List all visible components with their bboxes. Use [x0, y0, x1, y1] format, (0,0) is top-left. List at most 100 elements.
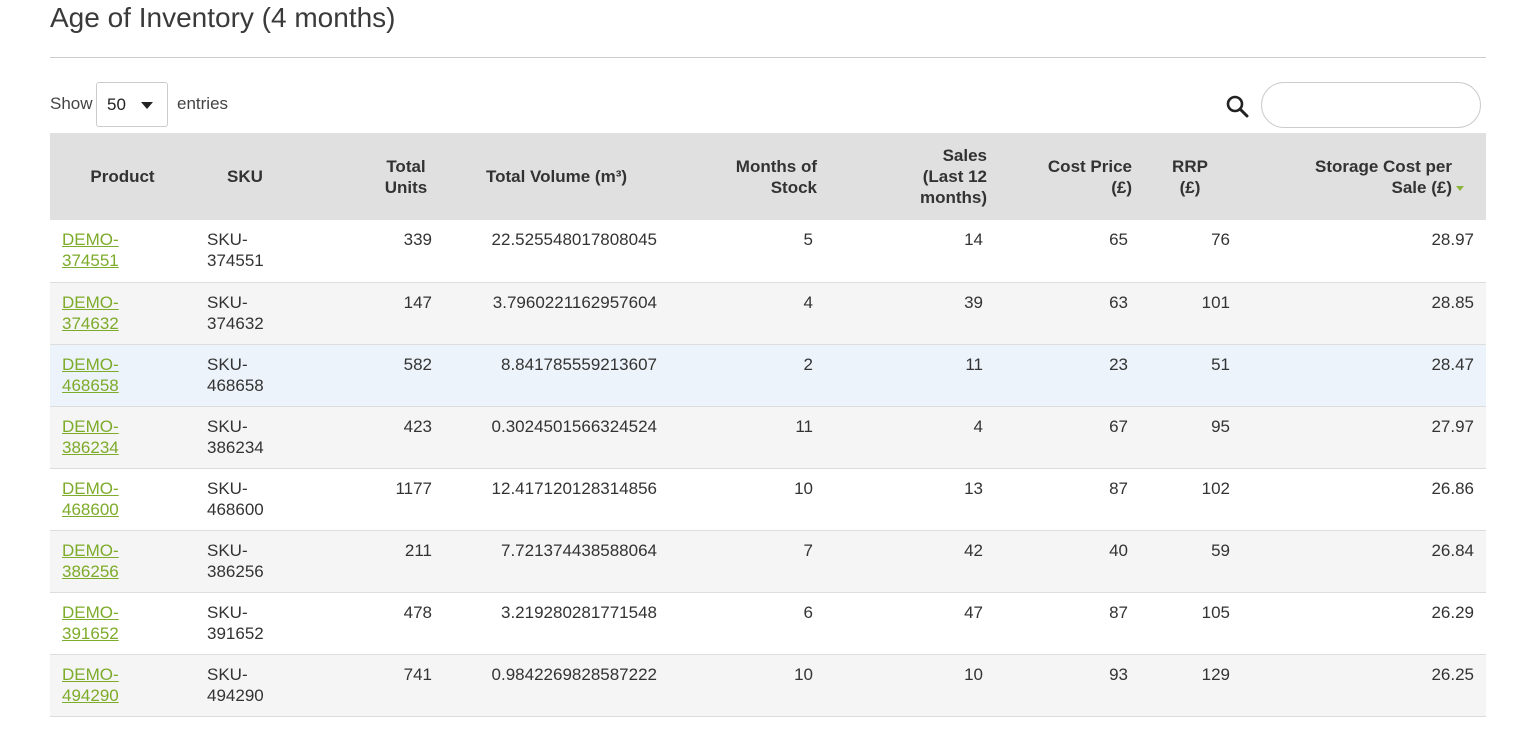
sku-text: SKU- 468658	[207, 354, 264, 395]
product-link[interactable]: DEMO- 494290	[62, 664, 119, 705]
sku-text: SKU- 386234	[207, 416, 264, 457]
sku-text: SKU- 468600	[207, 478, 264, 519]
cell-sales: 47	[825, 592, 995, 655]
cell-rrp: 76	[1140, 220, 1242, 283]
cell-total-units: 478	[295, 592, 444, 655]
cell-sales: 4	[825, 406, 995, 469]
cell-storage-cost: 27.97	[1242, 406, 1486, 469]
chevron-down-icon	[141, 102, 153, 109]
table-row: DEMO- 391652 SKU- 391652 478 3.21928028177154…	[50, 592, 1486, 655]
sku-text: SKU- 391652	[207, 602, 264, 643]
sku-text: SKU- 386256	[207, 540, 264, 581]
cell-storage-cost: 28.85	[1242, 282, 1486, 345]
cell-rrp: 129	[1140, 654, 1242, 717]
cell-total-volume: 7.721374438588064	[444, 530, 669, 593]
cell-cost-price: 87	[995, 592, 1140, 655]
cell-product: DEMO- 374632	[50, 282, 195, 345]
cell-sales: 11	[825, 344, 995, 407]
product-link[interactable]: DEMO- 468658	[62, 354, 119, 395]
product-link[interactable]: DEMO- 374632	[62, 292, 119, 333]
table-row: DEMO- 468600 SKU- 468600 1177 12.417120128314…	[50, 468, 1486, 531]
page-length-select[interactable]: 50	[96, 82, 168, 127]
cell-sku: SKU- 386234	[195, 406, 295, 469]
cell-sales: 39	[825, 282, 995, 345]
cell-total-units: 211	[295, 530, 444, 593]
cell-total-volume: 0.3024501566324524	[444, 406, 669, 469]
table-row: DEMO- 386234 SKU- 386234 423 0.30245015663245…	[50, 406, 1486, 469]
column-header-months-of-stock[interactable]: Months of Stock	[669, 133, 825, 220]
cell-rrp: 59	[1140, 530, 1242, 593]
cell-rrp: 51	[1140, 344, 1242, 407]
table-row: DEMO- 374551 SKU- 374551 339 22.5255480178080…	[50, 220, 1486, 283]
column-header-total-units[interactable]: Total Units	[295, 133, 444, 220]
cell-total-units: 741	[295, 654, 444, 717]
cell-product: DEMO- 494290	[50, 654, 195, 717]
column-header-sku[interactable]: SKU	[195, 133, 295, 220]
column-header-total-volume[interactable]: Total Volume (m³)	[444, 133, 669, 220]
cell-sales: 10	[825, 654, 995, 717]
cell-total-volume: 3.7960221162957604	[444, 282, 669, 345]
cell-cost-price: 23	[995, 344, 1140, 407]
cell-cost-price: 63	[995, 282, 1140, 345]
table-body: DEMO- 374551 SKU- 374551 339 22.5255480178080…	[50, 220, 1486, 717]
search-input[interactable]	[1261, 82, 1481, 128]
table-row: DEMO- 374632 SKU- 374632 147 3.79602211629576…	[50, 282, 1486, 345]
entries-label: entries	[177, 94, 229, 113]
product-link[interactable]: DEMO- 386256	[62, 540, 119, 581]
sku-text: SKU- 374632	[207, 292, 264, 333]
cell-total-volume: 22.525548017808045	[444, 220, 669, 283]
cell-total-volume: 12.417120128314856	[444, 468, 669, 531]
cell-rrp: 105	[1140, 592, 1242, 655]
table-row: DEMO- 494290 SKU- 494290 741 0.98422698285872…	[50, 654, 1486, 717]
cell-cost-price: 65	[995, 220, 1140, 283]
cell-cost-price: 87	[995, 468, 1140, 531]
column-header-rrp[interactable]: RRP (£)	[1140, 133, 1242, 220]
product-link[interactable]: DEMO- 391652	[62, 602, 119, 643]
cell-total-units: 582	[295, 344, 444, 407]
table-controls: Show 50 entries	[50, 82, 1486, 130]
cell-months-of-stock: 6	[669, 592, 825, 655]
sort-descending-icon	[1456, 185, 1464, 191]
table-row: DEMO- 386256 SKU- 386256 211 7.72137443858806…	[50, 530, 1486, 593]
column-header-cost-price[interactable]: Cost Price (£)	[995, 133, 1140, 220]
product-link[interactable]: DEMO- 386234	[62, 416, 119, 457]
cell-rrp: 101	[1140, 282, 1242, 345]
cell-sales: 42	[825, 530, 995, 593]
cell-total-units: 1177	[295, 468, 444, 531]
cell-total-units: 423	[295, 406, 444, 469]
cell-rrp: 102	[1140, 468, 1242, 531]
column-header-product[interactable]: Product	[50, 133, 195, 220]
cell-cost-price: 93	[995, 654, 1140, 717]
divider	[50, 57, 1486, 58]
product-link[interactable]: DEMO- 374551	[62, 230, 119, 270]
cell-cost-price: 67	[995, 406, 1140, 469]
cell-months-of-stock: 2	[669, 344, 825, 407]
cell-storage-cost: 26.84	[1242, 530, 1486, 593]
column-header-storage-cost[interactable]: Storage Cost per Sale (£)	[1242, 133, 1486, 220]
column-header-sales[interactable]: Sales (Last 12 months)	[825, 133, 995, 220]
cell-sales: 14	[825, 220, 995, 283]
cell-sku: SKU- 374632	[195, 282, 295, 345]
cell-months-of-stock: 7	[669, 530, 825, 593]
cell-product: DEMO- 391652	[50, 592, 195, 655]
cell-product: DEMO- 374551	[50, 220, 195, 283]
cell-rrp: 95	[1140, 406, 1242, 469]
page-length-value: 50	[107, 95, 126, 114]
cell-storage-cost: 26.86	[1242, 468, 1486, 531]
cell-months-of-stock: 11	[669, 406, 825, 469]
cell-product: DEMO- 386256	[50, 530, 195, 593]
search-icon	[1226, 95, 1249, 118]
product-link[interactable]: DEMO- 468600	[62, 478, 119, 519]
cell-months-of-stock: 5	[669, 220, 825, 283]
cell-months-of-stock: 4	[669, 282, 825, 345]
inventory-table: Product SKU Total Units Total Volume (m³…	[50, 133, 1486, 717]
cell-storage-cost: 28.47	[1242, 344, 1486, 407]
cell-sku: SKU- 468658	[195, 344, 295, 407]
cell-sku: SKU- 391652	[195, 592, 295, 655]
table-row: DEMO- 468658 SKU- 468658 582 8.84178555921360…	[50, 344, 1486, 407]
cell-storage-cost: 28.97	[1242, 220, 1486, 283]
cell-months-of-stock: 10	[669, 654, 825, 717]
cell-sales: 13	[825, 468, 995, 531]
cell-storage-cost: 26.29	[1242, 592, 1486, 655]
